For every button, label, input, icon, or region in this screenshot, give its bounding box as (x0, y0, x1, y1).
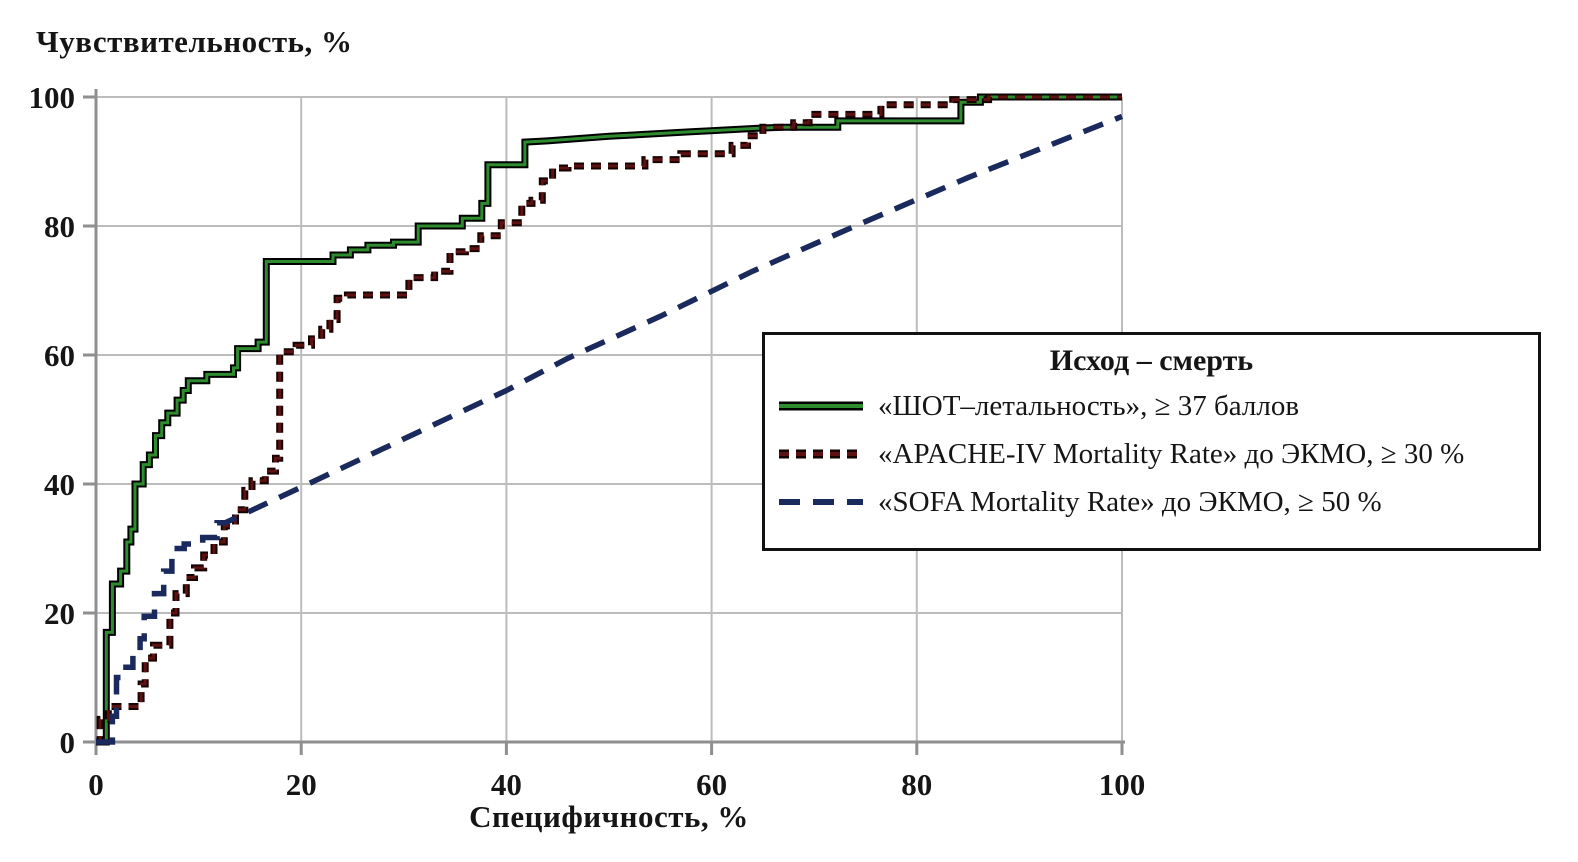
x-tick-label: 0 (88, 767, 104, 802)
legend-label-shot: «ШОТ–летальность», ≥ 37 баллов (878, 389, 1300, 422)
x-tick-label: 40 (491, 767, 522, 802)
legend-box: Исход – смерть «ШОТ–летальность», ≥ 37 б… (762, 332, 1541, 551)
x-axis-title: Специфичность, % (469, 799, 749, 834)
y-tick-label: 0 (60, 725, 76, 760)
legend-line-sample-sofa (779, 499, 863, 505)
legend-row-shot: «ШОТ–летальность», ≥ 37 баллов (765, 382, 1538, 430)
legend-label-apache: «APACHE-IV Mortality Rate» до ЭКМО, ≥ 30… (878, 437, 1465, 470)
y-tick-label: 80 (44, 209, 75, 244)
x-tick-label: 60 (696, 767, 727, 802)
series-line-apache (96, 95, 1122, 744)
x-tick-label: 20 (286, 767, 317, 802)
x-tick-label: 80 (901, 767, 932, 802)
series-line-shot (96, 95, 1122, 744)
legend-row-sofa: «SOFA Mortality Rate» до ЭКМО, ≥ 50 % (765, 478, 1538, 526)
legend-rows: «ШОТ–летальность», ≥ 37 баллов «APACHE-IV… (765, 382, 1538, 526)
y-tick-label: 60 (44, 338, 75, 373)
legend-row-apache: «APACHE-IV Mortality Rate» до ЭКМО, ≥ 30… (765, 430, 1538, 478)
legend-label-sofa: «SOFA Mortality Rate» до ЭКМО, ≥ 50 % (878, 485, 1382, 518)
legend-line-sample-apache (779, 449, 863, 459)
y-tick-label: 20 (44, 596, 75, 631)
y-tick-label: 40 (44, 467, 75, 502)
series-line-sofa (96, 113, 1124, 745)
y-tick-label: 100 (29, 80, 76, 115)
legend-title: Исход – смерть (1049, 344, 1254, 377)
x-tick-label: 100 (1099, 767, 1146, 802)
y-axis-title: Чувствительность, % (36, 24, 353, 59)
legend-line-sample-shot (779, 401, 863, 411)
